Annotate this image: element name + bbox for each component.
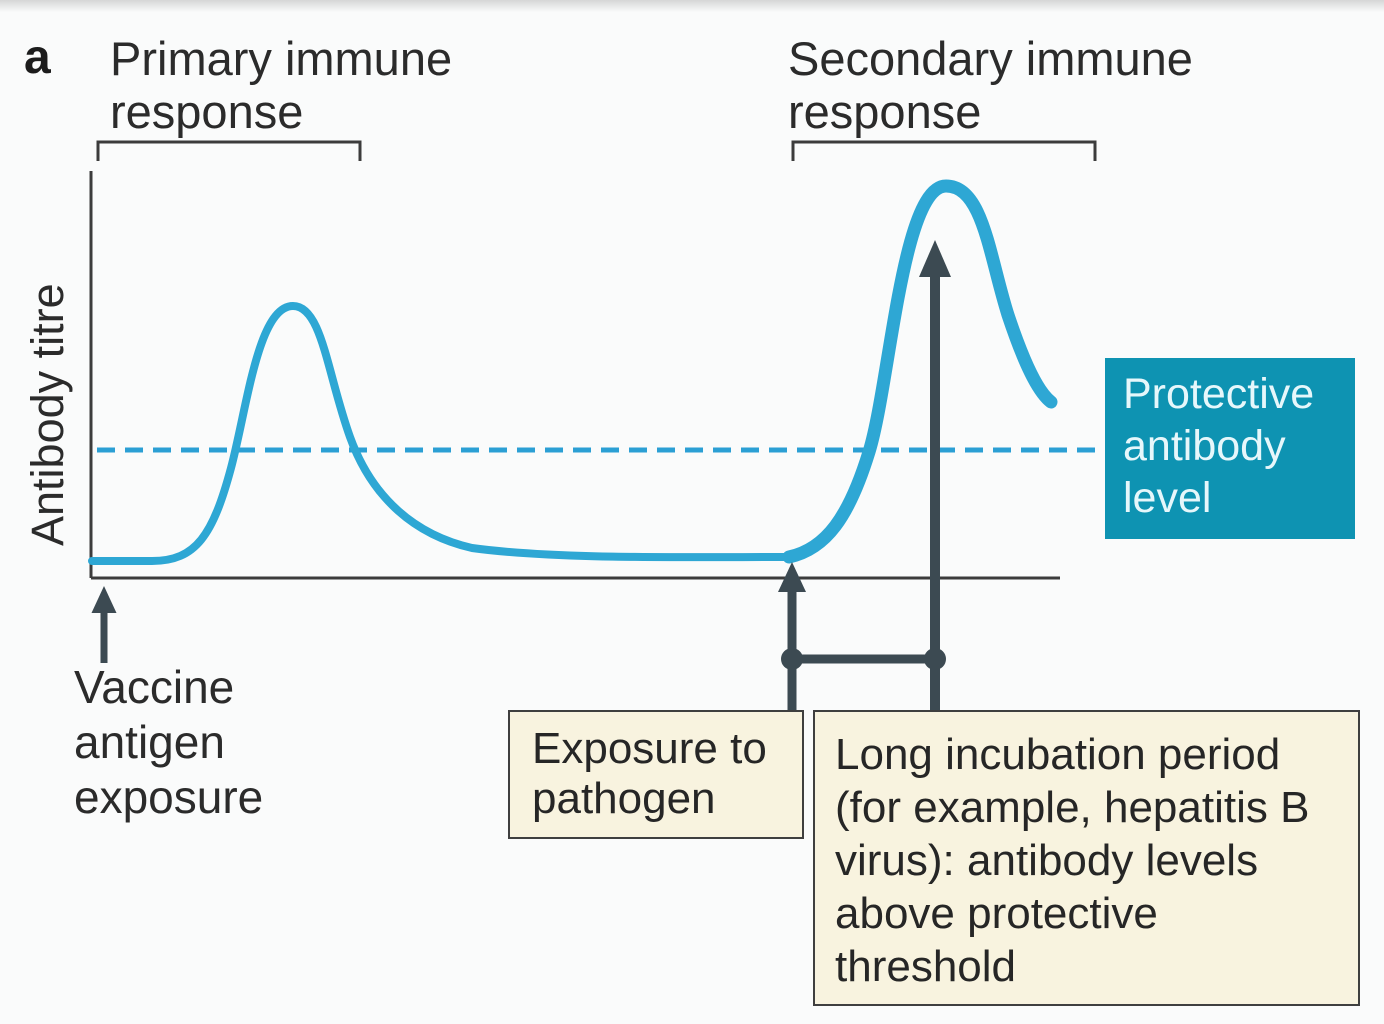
junction-dot-right	[924, 648, 946, 670]
exposure-pathogen-box: Exposure to pathogen	[508, 710, 804, 839]
secondary-response-bracket	[791, 140, 1097, 161]
pathogen-arrowhead-icon	[778, 562, 806, 592]
primary-response-label: Primary immune response	[110, 32, 453, 138]
top-vignette	[0, 0, 1384, 12]
primary-response-bracket	[96, 140, 362, 161]
vaccine-exposure-label: Vaccine antigen exposure	[74, 661, 264, 823]
panel-label: a	[24, 31, 51, 84]
y-axis-label: Antibody titre	[22, 283, 73, 546]
secondary-response-curve	[782, 179, 1058, 564]
protective-level-callout: Protective antibody level	[1105, 358, 1355, 539]
primary-response-curve	[88, 302, 797, 565]
secondary-response-label: Secondary immune response	[788, 32, 1193, 138]
vaccine-arrowhead-icon	[91, 586, 117, 613]
incubation-arrowhead-icon	[919, 240, 951, 277]
long-incubation-box: Long incubation period (for example, hep…	[813, 710, 1360, 1006]
junction-dot-left	[781, 648, 803, 670]
